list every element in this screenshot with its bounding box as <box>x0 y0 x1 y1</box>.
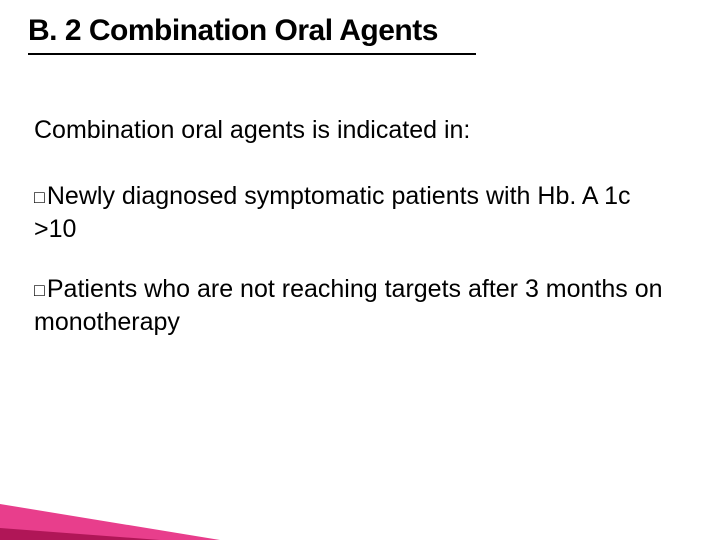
accent-layer-mid <box>0 504 220 540</box>
list-item: □Patients who are not reaching targets a… <box>34 273 674 338</box>
accent-layer-dark <box>0 528 160 540</box>
square-bullet-icon: □ <box>34 187 45 207</box>
bullet-list: □Newly diagnosed symptomatic patients wi… <box>34 180 674 366</box>
slide-title: B. 2 Combination Oral Agents <box>28 14 438 48</box>
accent-layer-light <box>0 520 140 540</box>
bullet-rest: diagnosed symptomatic patients with Hb. … <box>34 182 631 243</box>
title-underline <box>28 53 476 55</box>
accent-wedge-icon <box>0 484 220 540</box>
bullet-prefix: Patients <box>47 275 137 303</box>
bullet-prefix: Newly <box>47 182 115 210</box>
list-item: □Newly diagnosed symptomatic patients wi… <box>34 180 674 245</box>
slide: B. 2 Combination Oral Agents Combination… <box>0 0 720 540</box>
square-bullet-icon: □ <box>34 280 45 300</box>
intro-text: Combination oral agents is indicated in: <box>34 116 470 145</box>
